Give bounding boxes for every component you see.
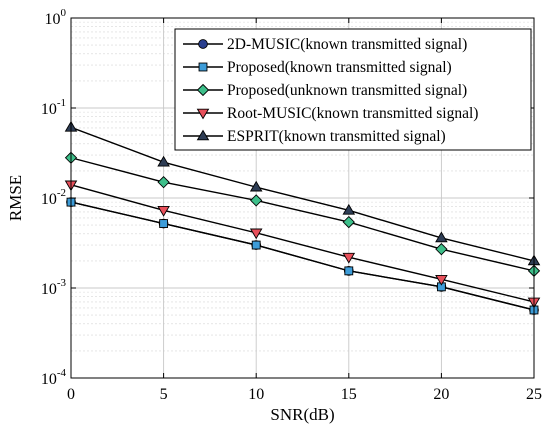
data-point <box>249 180 263 192</box>
y-tick-label: 100 <box>45 7 67 28</box>
data-point <box>159 219 169 228</box>
y-tick-label: 10-2 <box>41 187 66 208</box>
data-point <box>435 243 448 256</box>
data-point <box>250 194 263 207</box>
x-tick-label: 20 <box>433 386 449 403</box>
y-tick-label: 10-4 <box>41 367 67 388</box>
x-tick-label: 5 <box>160 386 168 403</box>
legend-label: Proposed(unknown transmitted signal) <box>227 82 467 99</box>
y-tick-label: 10-3 <box>41 277 67 298</box>
diamond-marker <box>196 83 210 97</box>
data-point <box>249 228 263 240</box>
triangle-down-marker <box>196 108 210 120</box>
legend-item: ESPRIT(known transmitted signal) <box>183 128 446 145</box>
data-point <box>157 155 170 167</box>
legend-label: 2D-MUSIC(known transmitted signal) <box>227 36 467 53</box>
y-tick-label: 10-1 <box>41 97 66 118</box>
legend: 2D-MUSIC(known transmitted signal) Propos… <box>174 28 532 151</box>
x-tick-label: 25 <box>526 386 542 403</box>
series-line <box>70 126 535 262</box>
ticks: 0 5 10 15 20 25 10-4 10-3 10-2 10-1 100 <box>41 7 542 403</box>
x-tick-label: 0 <box>67 386 75 403</box>
y-axis-label: RMSE <box>6 175 25 221</box>
data-point <box>251 240 261 250</box>
legend-label: ESPRIT(known transmitted signal) <box>227 128 446 145</box>
legend-item: Proposed(unknown transmitted signal) <box>183 82 467 99</box>
data-point <box>342 203 356 215</box>
legend-item: Proposed(known transmitted signal) <box>183 59 452 76</box>
data-point <box>157 206 170 217</box>
legend-item: 2D-MUSIC(known transmitted signal) <box>183 36 467 53</box>
data-point <box>435 231 448 243</box>
x-axis-label: SNR(dB) <box>270 405 334 424</box>
square-marker <box>198 62 208 72</box>
series-line <box>70 184 535 303</box>
x-tick-label: 10 <box>248 386 264 403</box>
legend-label: Proposed(known transmitted signal) <box>227 59 452 76</box>
x-tick-label: 15 <box>341 386 357 403</box>
legend-box <box>174 28 532 151</box>
series-layer <box>64 120 541 315</box>
data-point <box>344 266 354 276</box>
data-point <box>342 215 355 229</box>
data-point <box>435 274 448 286</box>
series <box>64 151 541 278</box>
triangle-up-marker <box>196 129 210 141</box>
data-point <box>342 252 356 264</box>
data-point <box>157 176 170 189</box>
series-line <box>70 157 535 272</box>
legend-label: Root-MUSIC(known transmitted signal) <box>227 105 478 122</box>
series <box>64 180 541 309</box>
legend-item: Root-MUSIC(known transmitted signal) <box>183 105 478 122</box>
series-line <box>70 201 535 311</box>
circle-marker <box>198 39 208 49</box>
